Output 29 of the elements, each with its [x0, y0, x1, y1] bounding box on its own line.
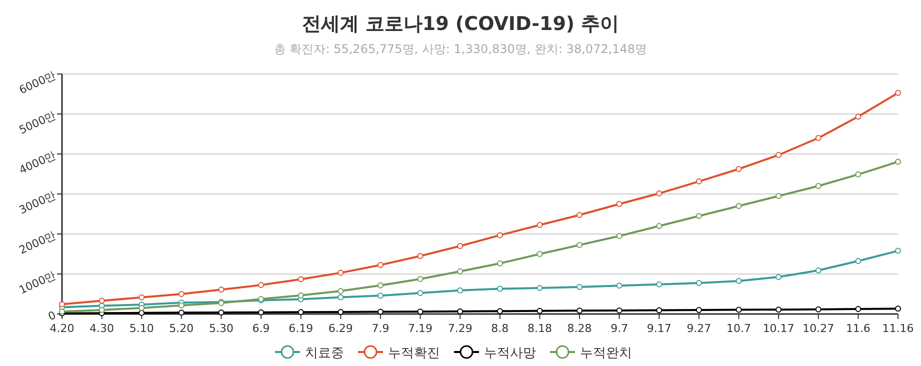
- x-tick-label: 4.20: [50, 322, 74, 335]
- x-tick-label: 6.9: [252, 322, 270, 335]
- x-tick-label: 7.29: [448, 322, 472, 335]
- x-tick-label: 8.28: [567, 322, 592, 335]
- chart-subtitle: 총 확진자: 55,265,775명, 사망: 1,330,830명, 완치: 38,072,148명: [274, 42, 648, 56]
- legend-label: 누적사망: [484, 346, 536, 361]
- y-tick-label: 0: [46, 308, 58, 324]
- legend-label: 누적확진: [388, 346, 440, 361]
- legend-label: 누적완치: [580, 346, 632, 361]
- x-tick-label: 5.30: [208, 322, 234, 335]
- x-tick-label: 7.9: [372, 322, 390, 335]
- x-tick-label: 6.29: [328, 322, 353, 335]
- x-tick-label: 7.19: [408, 322, 433, 335]
- x-tick-label: 8.8: [491, 322, 509, 335]
- x-tick-label: 6.19: [288, 322, 314, 335]
- x-tick-label: 5.20: [169, 322, 194, 335]
- x-tick-label: 10.27: [802, 322, 834, 335]
- x-tick-label: 9.7: [610, 322, 628, 335]
- x-tick-label: 9.17: [646, 322, 672, 335]
- x-tick-label: 11.6: [846, 322, 870, 335]
- x-tick-label: 10.7: [726, 322, 752, 335]
- x-tick-label: 11.16: [882, 322, 914, 335]
- legend-label: 치료중: [305, 346, 344, 361]
- x-tick-label: 4.30: [90, 322, 114, 335]
- x-tick-label: 5.10: [129, 322, 154, 335]
- chart-title: 전세계 코로나19 (COVID-19) 추이: [302, 13, 620, 35]
- x-tick-label: 8.18: [527, 322, 552, 335]
- x-tick-label: 9.27: [686, 322, 712, 335]
- x-tick-label: 10.17: [762, 322, 794, 335]
